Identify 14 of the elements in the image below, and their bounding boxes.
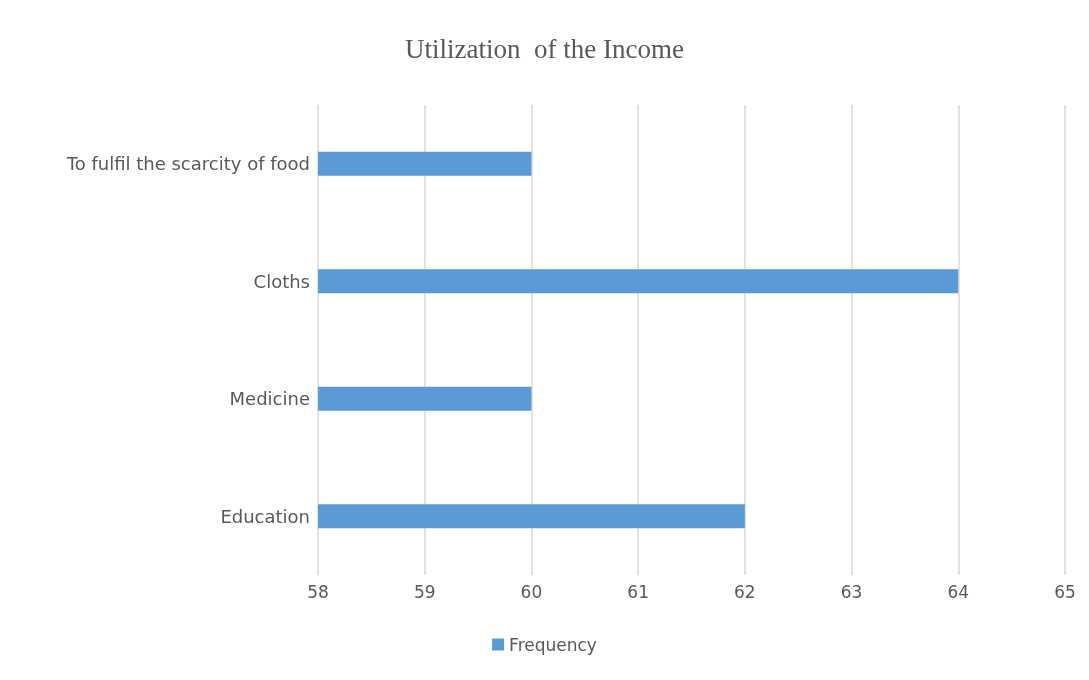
x-tick-label: 64 <box>947 581 970 602</box>
x-tick-label: 62 <box>734 581 756 602</box>
x-tick-label: 59 <box>413 581 436 602</box>
x-tick-label: 60 <box>520 581 543 602</box>
y-tick-label: Medicine <box>229 388 310 410</box>
y-tick-label: Education <box>220 505 310 527</box>
y-tick-label: Cloths <box>253 270 310 292</box>
x-tick-label: 61 <box>627 581 649 602</box>
x-tick-label: 58 <box>307 581 329 602</box>
x-tick-label: 65 <box>1054 581 1076 602</box>
chart-title: Utilization of the Income <box>405 33 684 64</box>
x-tick-label: 63 <box>840 581 863 602</box>
legend-label: Frequency <box>509 634 597 655</box>
y-tick-label: To fulfil the scarcity of food <box>65 153 310 175</box>
